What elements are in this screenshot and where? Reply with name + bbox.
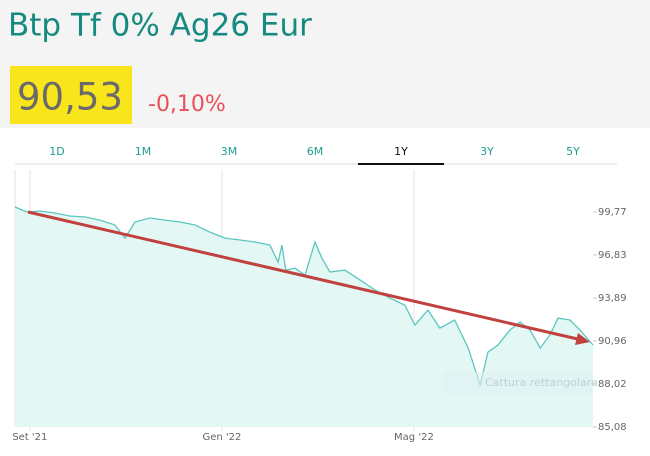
y-tick-label: 99,77 bbox=[598, 207, 627, 218]
change: -0,10% bbox=[148, 92, 226, 117]
arrow-head bbox=[575, 333, 590, 345]
price-box bbox=[10, 66, 132, 124]
tab[interactable]: 1D bbox=[49, 145, 64, 158]
tab[interactable]: 3M bbox=[221, 145, 238, 158]
price: 90,53 bbox=[17, 76, 123, 119]
overlay-box bbox=[443, 372, 593, 394]
title: Btp Tf 0% Ag26 Eur bbox=[8, 8, 312, 44]
tab[interactable]: 5Y bbox=[566, 145, 580, 158]
tab-bar: 1D 1M 3M 6M 1Y 3Y 5Y bbox=[49, 145, 580, 165]
tab[interactable]: 3Y bbox=[480, 145, 494, 158]
x-tick-label: Gen '22 bbox=[202, 432, 241, 443]
x-tick-label: Mag '22 bbox=[394, 432, 434, 443]
price-line bbox=[14, 206, 594, 388]
tab[interactable]: 1Y bbox=[394, 145, 408, 158]
plot: Set '21 Gen '22 Mag '22 85,08 88,02 90,96 93,8… bbox=[12, 170, 627, 443]
y-tick-label: 90,96 bbox=[598, 336, 627, 347]
y-tick-label: 88,02 bbox=[598, 379, 627, 390]
y-tick-label: 96,83 bbox=[598, 250, 627, 261]
y-tick-label: 85,08 bbox=[598, 422, 627, 433]
tab[interactable]: 1M bbox=[135, 145, 152, 158]
overlay-text: Cattura rettangolare bbox=[485, 376, 598, 389]
tab[interactable]: 6M bbox=[307, 145, 324, 158]
y-tick-label: 93,89 bbox=[598, 293, 627, 304]
x-tick-label: Set '21 bbox=[12, 432, 47, 443]
trend-arrow bbox=[27, 210, 583, 342]
